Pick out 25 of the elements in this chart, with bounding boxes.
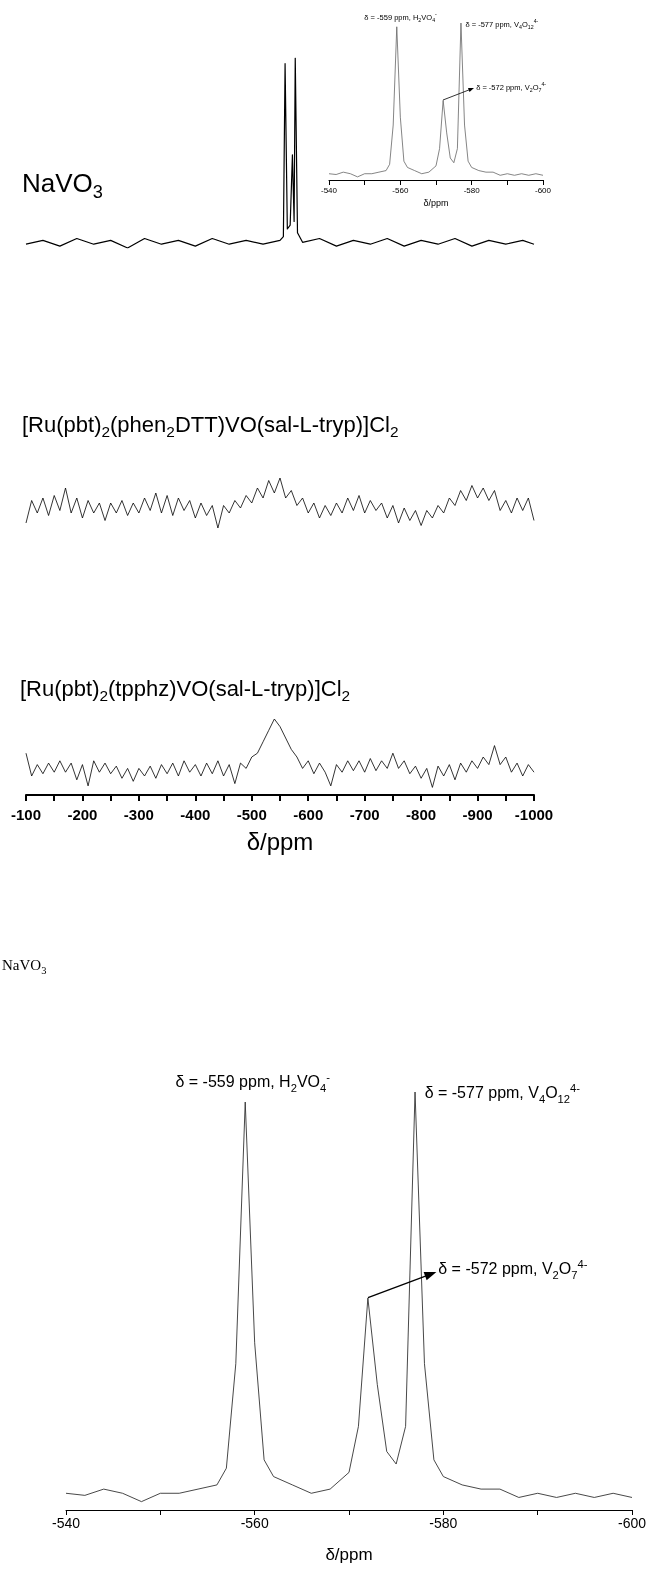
x-tick-label: -700 [349,806,380,823]
text: NaVO$_{3}$ [22,168,103,203]
x-tick-label: -100 [10,806,42,823]
x-tick-label: -540 [51,1515,81,1531]
chart-title: [Ru(pbt)$_{2}$(phen$_{2}$DTT)VO(sal-L-tryp)]Cl$_{2}$ [22,412,399,441]
x-tick-label: -580 [463,185,481,195]
x-tick-label: -540 [320,185,338,195]
x-tick-label: -600 [293,806,324,823]
x-tick-label: -600 [617,1515,647,1531]
x-tick-label: -600 [534,185,552,195]
x-tick-label: -1000 [514,806,554,823]
x-tick-label: -900 [462,806,493,823]
x-axis-title: δ/ppm [423,198,449,209]
x-tick-label: -560 [240,1515,269,1531]
x-tick-label: -560 [392,185,409,195]
x-axis-title: δ/ppm [325,1545,373,1564]
x-tick-label: -300 [123,806,154,823]
chart-title: NaVO$_{3}$ [2,957,47,977]
chart-title: [Ru(pbt)$_{2}$(tpphz)VO(sal-L-tryp)]Cl$_{2}$ [20,676,351,705]
x-tick-label: -200 [67,806,98,823]
x-tick-label: -580 [429,1515,458,1531]
x-tick-label: -500 [236,806,267,823]
x-tick-label: -400 [180,806,211,823]
x-axis-title: δ/ppm [246,827,314,855]
x-tick-label: -800 [406,806,437,823]
